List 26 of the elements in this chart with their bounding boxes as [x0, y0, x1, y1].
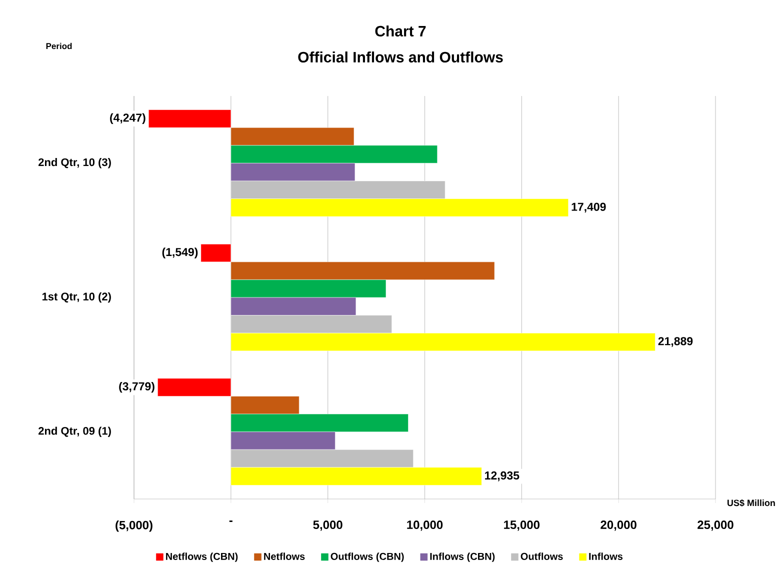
x-tick-label: 15,000 [504, 520, 540, 531]
chart-title: Chart 7 [375, 25, 426, 36]
x-axis-title: US$ Million [728, 499, 775, 507]
chart-subtitle: Official Inflows and Outflows [298, 51, 503, 62]
data-label: 12,935 [485, 471, 520, 482]
y-tick-label: 1st Qtr, 10 (2) [42, 292, 111, 303]
x-tick-label: (5,000) [116, 520, 152, 532]
data-label: (1,549) [162, 248, 198, 258]
x-tick-label: - [229, 520, 232, 522]
x-tick-label: 25,000 [698, 520, 734, 531]
data-label: (3,779) [119, 382, 154, 393]
legend-label: Inflows (CBN) [430, 552, 495, 562]
x-tick-label: 20,000 [600, 520, 636, 531]
x-tick-label: 5,000 [313, 520, 342, 531]
y-tick-label: 2nd Qtr, 09 (1) [38, 426, 111, 437]
legend-label: Outflows (CBN) [330, 552, 404, 562]
legend-label: Netflows (CBN) [166, 552, 238, 562]
legend-label: Outflows [520, 552, 563, 560]
data-label: (4,247) [110, 113, 146, 124]
data-label: 21,889 [658, 337, 693, 347]
legend-label: Inflows [589, 552, 623, 560]
text: Period [46, 42, 72, 50]
y-tick-label: 2nd Qtr, 10 (3) [38, 158, 111, 168]
x-tick-label: 10,000 [407, 520, 443, 531]
data-label: 17,409 [572, 202, 606, 213]
legend-label: Netflows [264, 552, 305, 560]
